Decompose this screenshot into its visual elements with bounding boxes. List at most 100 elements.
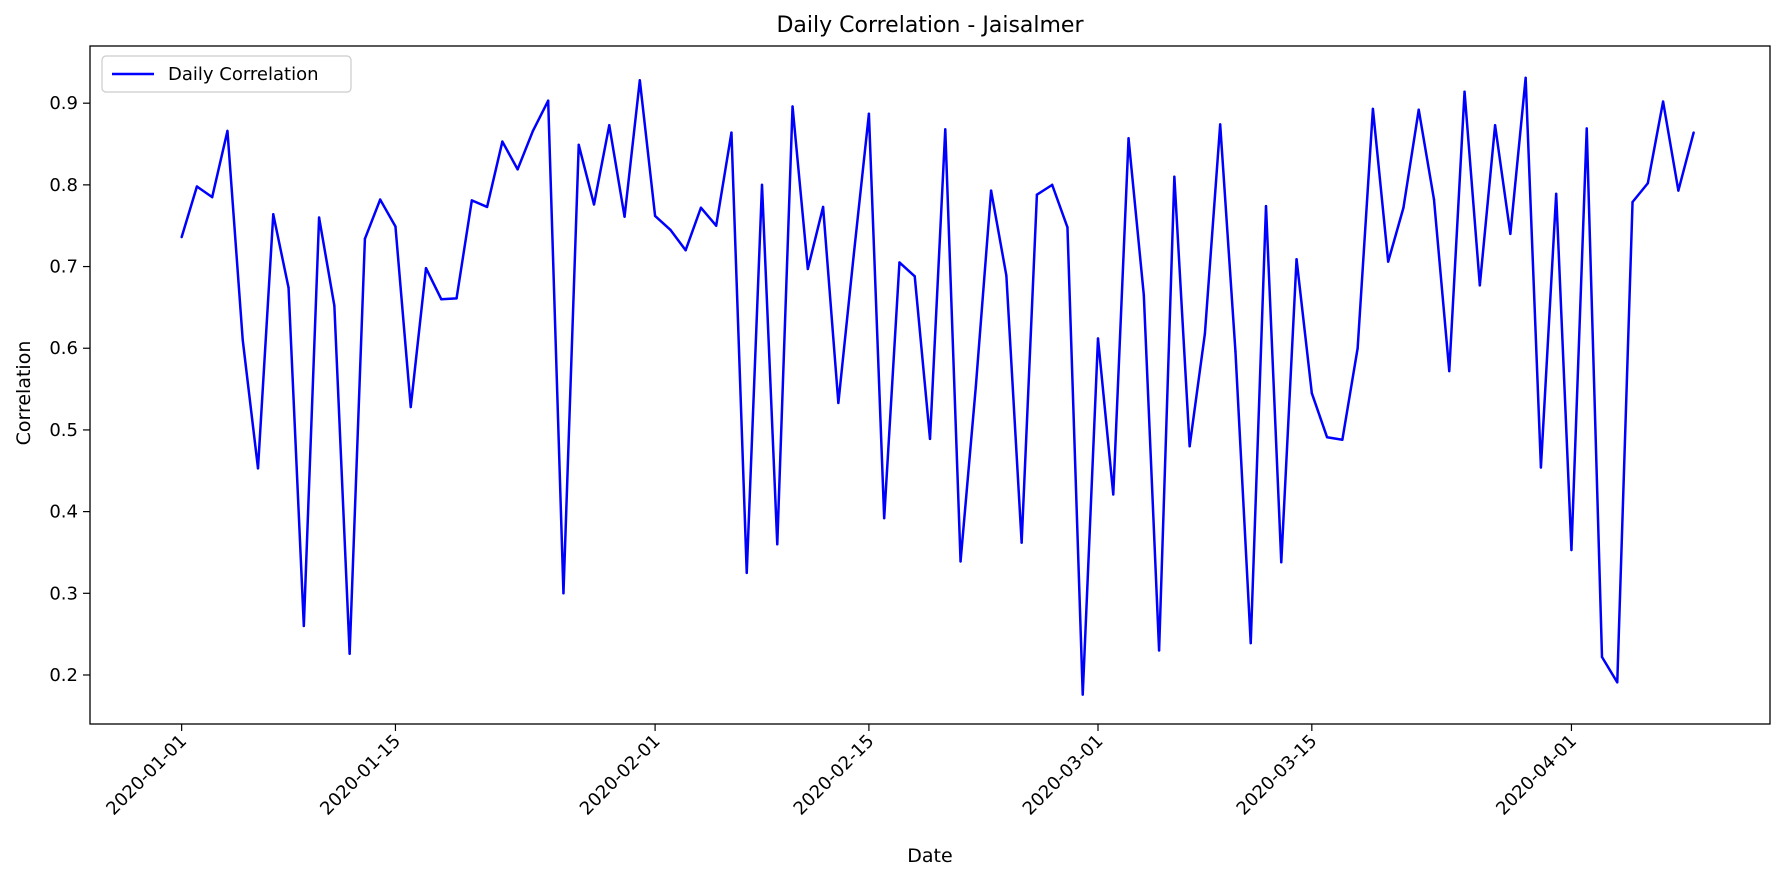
data-point (1616, 681, 1619, 684)
data-point (1509, 232, 1512, 236)
chart-title: Daily Correlation - Jaisalmer (776, 13, 1084, 38)
y-tick-label: 0.4 (49, 502, 78, 523)
data-point (501, 140, 504, 143)
data-point (608, 124, 611, 127)
data-point (898, 261, 901, 264)
data-point (1463, 90, 1466, 93)
data-point (944, 128, 947, 131)
data-point (1677, 189, 1680, 192)
data-point (760, 183, 764, 187)
data-point (1096, 337, 1100, 340)
data-point (1249, 641, 1252, 645)
data-point (791, 105, 794, 108)
y-axis-label: Correlation (13, 341, 35, 446)
data-point (730, 131, 733, 134)
data-point (592, 203, 596, 206)
data-point (180, 235, 183, 239)
data-point (1112, 493, 1115, 496)
data-point (1264, 204, 1268, 208)
data-point (409, 405, 412, 409)
data-point (302, 624, 306, 628)
data-point (1661, 100, 1665, 103)
data-point (210, 195, 214, 199)
data-point (623, 215, 626, 218)
legend-box (101, 55, 352, 93)
data-point (638, 79, 642, 82)
data-point (745, 571, 748, 575)
data-point (333, 304, 336, 307)
y-tick-label: 0.9 (49, 93, 78, 114)
data-point (546, 99, 550, 102)
legend-label: Daily Correlation (168, 64, 319, 85)
data-point (669, 228, 672, 231)
data-point (317, 216, 321, 219)
y-axis: 0.2 0.3 0.4 0.5 0.6 0.7 0.8 0.9 (49, 93, 90, 686)
data-point (394, 225, 397, 228)
data-point (226, 129, 229, 133)
data-point (1020, 541, 1023, 544)
data-point (837, 401, 840, 405)
data-point (241, 338, 244, 342)
data-point (1157, 649, 1161, 652)
data-point (776, 543, 779, 546)
data-point (195, 185, 199, 188)
data-point (1066, 226, 1069, 229)
data-point (1585, 127, 1588, 130)
data-point (1371, 107, 1375, 111)
data-point (989, 189, 993, 192)
data-point (1188, 445, 1191, 448)
data-point (913, 275, 916, 278)
data-point (1570, 548, 1573, 552)
data-point (562, 592, 565, 595)
data-point (1203, 332, 1207, 335)
y-tick-label: 0.5 (49, 420, 78, 441)
data-point (1554, 192, 1558, 196)
data-point (455, 297, 458, 300)
data-point (959, 560, 962, 563)
data-point (1432, 198, 1436, 201)
data-point (440, 298, 443, 301)
data-point (928, 437, 932, 441)
data-point (1325, 436, 1329, 439)
data-point (1386, 260, 1390, 263)
data-point (1539, 466, 1543, 469)
data-point (806, 267, 810, 271)
data-point (363, 237, 367, 240)
data-point (577, 143, 580, 147)
data-point (1524, 76, 1527, 80)
data-point (1478, 284, 1482, 287)
data-point (470, 199, 474, 202)
data-point (1050, 183, 1054, 187)
plot-area-frame (89, 45, 1771, 725)
data-point (1417, 108, 1420, 111)
data-point (821, 205, 825, 209)
data-point (714, 224, 718, 227)
data-point (699, 206, 703, 209)
data-point (974, 385, 978, 388)
y-tick-label: 0.8 (49, 175, 78, 196)
data-point (684, 249, 687, 252)
data-point (1142, 293, 1146, 297)
x-axis-label: Date (907, 845, 952, 867)
data-point (653, 214, 657, 218)
data-point (1234, 350, 1237, 353)
data-point (1005, 274, 1008, 277)
data-point (882, 516, 886, 520)
data-point (1218, 123, 1222, 126)
data-point (272, 213, 275, 216)
data-point (1280, 561, 1283, 564)
data-point (1341, 438, 1344, 441)
data-point (852, 254, 855, 258)
data-point (1310, 391, 1314, 395)
data-point (378, 198, 382, 201)
data-point (1402, 206, 1405, 209)
data-point (1081, 693, 1084, 696)
data-point (1173, 175, 1176, 178)
data-point (1600, 655, 1604, 659)
plot-series (180, 76, 1695, 696)
data-point (1448, 369, 1451, 373)
data-point (516, 168, 519, 171)
data-point (1295, 258, 1298, 261)
y-tick-label: 0.7 (49, 257, 78, 278)
